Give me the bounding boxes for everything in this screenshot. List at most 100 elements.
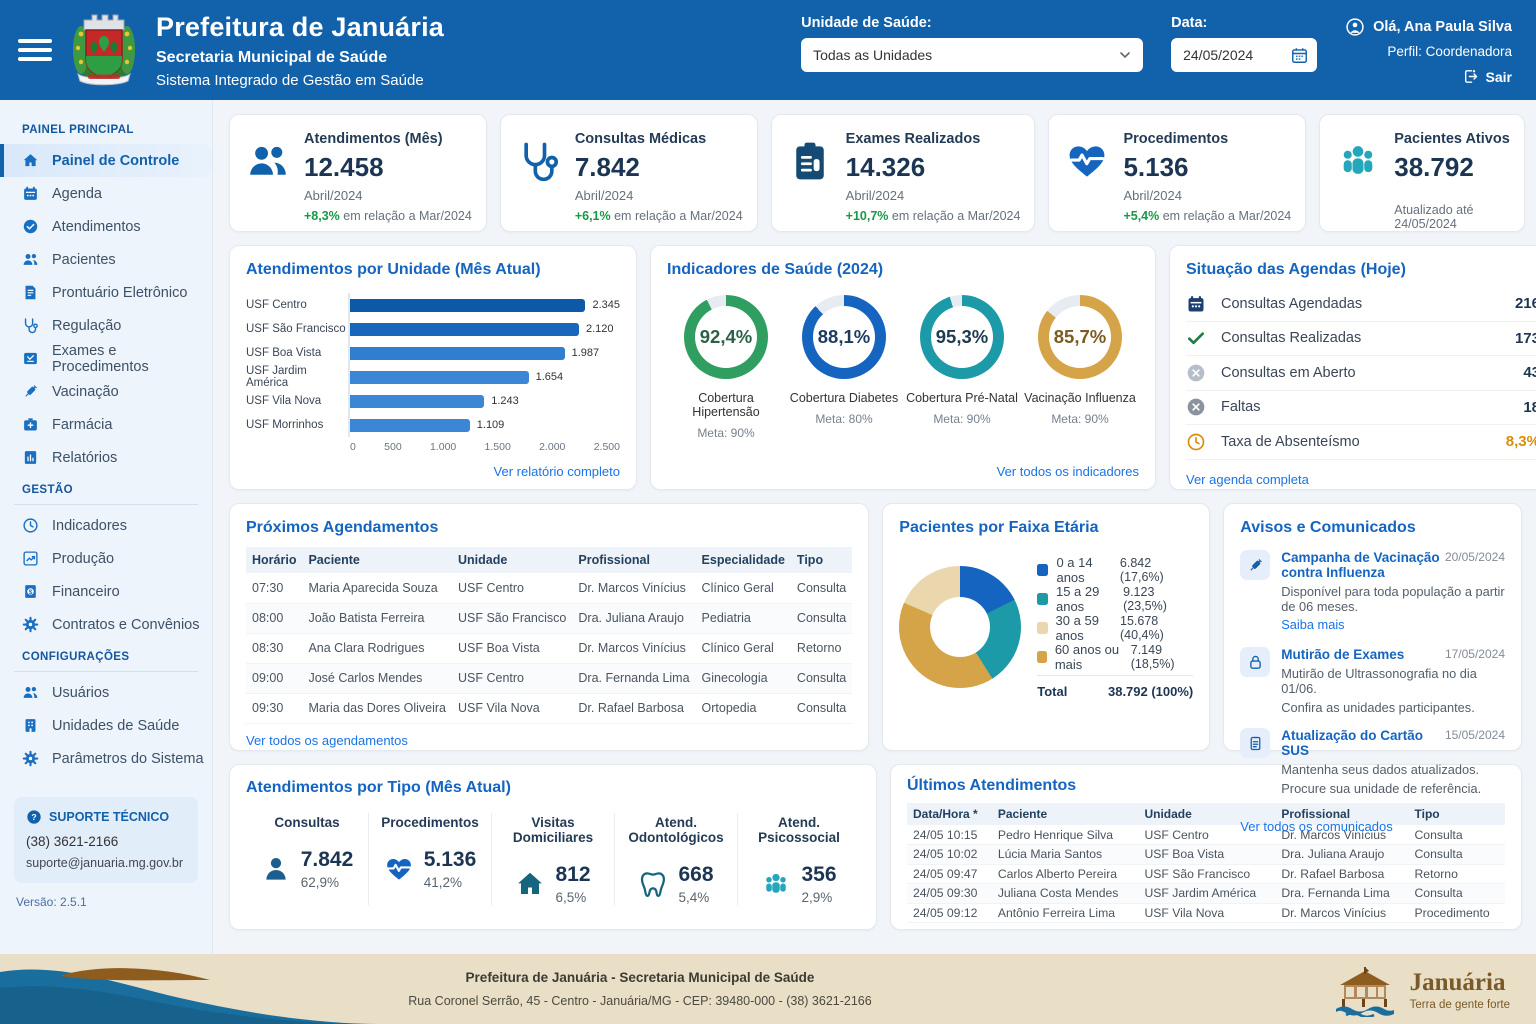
- sidebar: PAINEL PRINCIPAL Painel de Controle Agen…: [0, 100, 213, 954]
- circle-x-icon: [1186, 397, 1206, 417]
- sidebar-item-usuarios[interactable]: Usuários: [0, 676, 212, 709]
- table-row: 24/05 09:30 Juliana Costa Mendes USF Jardi…: [907, 883, 1505, 903]
- circle-check-icon: [22, 218, 39, 235]
- logout-icon: [1462, 68, 1479, 85]
- circle-x-icon: [1186, 363, 1206, 383]
- exam-icon: [22, 350, 39, 367]
- kpi-card-exames: Exames Realizados 14.326 Abril/2024 +10,…: [770, 114, 1036, 232]
- user-avatar-icon: [1345, 17, 1365, 37]
- people-icon: [246, 139, 290, 183]
- by-type-card: Atendimentos por Tipo (Mês Atual) Consul…: [229, 764, 877, 930]
- agenda-row-faltas: Faltas 18: [1186, 391, 1536, 425]
- clock-icon: [1186, 432, 1206, 452]
- footer-logo: Januária Terra de gente forte: [1332, 963, 1510, 1017]
- donut-gauge: 85,7%: [1038, 295, 1122, 379]
- building-icon: [22, 717, 39, 734]
- report-icon: [22, 449, 39, 466]
- age-chart-card: Pacientes por Faixa Etária 0 a 14 anos 6.…: [882, 503, 1211, 751]
- kpi-value: 7.842: [574, 152, 640, 182]
- sidebar-item-painel-de-controle[interactable]: Painel de Controle: [0, 144, 212, 177]
- bar: [350, 394, 485, 408]
- type-visitas: Visitas Domiciliares 812 6,5%: [491, 813, 614, 905]
- sidebar-item-exames-e-procedimentos[interactable]: Exames e Procedimentos: [0, 342, 212, 375]
- agenda-status-card: Situação das Agendas (Hoje) Consultas Ag…: [1169, 245, 1536, 490]
- tooth-icon: [638, 869, 668, 899]
- indicators-link[interactable]: Ver todos os indicadores: [996, 464, 1139, 479]
- sidebar-item-agenda[interactable]: Agenda: [0, 177, 212, 210]
- sidebar-item-producao[interactable]: Produção: [0, 542, 212, 575]
- people-group-icon: [1336, 139, 1380, 183]
- notice-item: Mutirão de Exames 17/05/2024 Mutirão de U…: [1240, 647, 1505, 715]
- support-email[interactable]: suporte@januaria.mg.gov.br: [26, 856, 183, 870]
- recent-table: Data/Hora * Paciente Unidade Profissional Ti…: [907, 803, 1505, 923]
- sidebar-item-atendimentos[interactable]: Atendimentos: [0, 210, 212, 243]
- type-odontologicos: Atend. Odontológicos 668 5,4%: [614, 813, 737, 905]
- stethoscope-icon: [22, 317, 39, 334]
- notices-link[interactable]: Ver todos os comunicados: [1240, 819, 1393, 834]
- table-row: 09:30 Maria das Dores Oliveira USF Vila No…: [246, 693, 853, 723]
- stethoscope-icon: [517, 139, 561, 183]
- heart-pulse-icon: [384, 854, 414, 884]
- sidebar-item-prontuario-eletronico[interactable]: Prontuário Eletrônico: [0, 276, 212, 309]
- logout-button[interactable]: Sair: [1345, 68, 1512, 85]
- indicators-title: Indicadores de Saúde (2024): [667, 261, 884, 278]
- sidebar-item-indicadores[interactable]: Indicadores: [0, 509, 212, 542]
- person-icon: [261, 854, 291, 884]
- sidebar-item-unidades-de-saude[interactable]: Unidades de Saúde: [0, 709, 212, 742]
- sidebar-item-parametros-do-sistema[interactable]: Parâmetros do Sistema: [0, 742, 212, 775]
- sidebar-item-contratos-e-convenios[interactable]: Contratos e Convênios: [0, 608, 212, 641]
- sidebar-item-vacinacao[interactable]: Vacinação: [0, 375, 212, 408]
- kpi-title: Exames Realizados: [845, 131, 981, 147]
- sidebar-item-pacientes[interactable]: Pacientes: [0, 243, 212, 276]
- saiba-mais-link[interactable]: Saiba mais: [1281, 617, 1345, 632]
- sidebar-section-gestao: GESTÃO: [14, 474, 198, 505]
- bar: [350, 370, 529, 384]
- legend-total: Total 38.792 (100%): [1037, 675, 1194, 699]
- date-input[interactable]: 24/05/2024: [1171, 38, 1318, 72]
- kpi-value: 12.458: [304, 152, 384, 182]
- logout-label: Sair: [1485, 68, 1512, 85]
- gear-icon: [22, 616, 39, 633]
- unit-select[interactable]: Todas as Unidades: [801, 38, 1144, 72]
- legend-item: 15 a 29 anos 9.123 (23,5%): [1037, 584, 1193, 614]
- sidebar-item-regulacao[interactable]: Regulação: [0, 309, 212, 342]
- kpi-value: 5.136: [1123, 152, 1189, 182]
- bar: [350, 322, 579, 336]
- support-phone: (38) 3621-2166: [26, 834, 119, 849]
- sidebar-item-farmacia[interactable]: Farmácia: [0, 408, 212, 441]
- bar-chart-title: Atendimentos por Unidade (Mês Atual): [246, 261, 541, 278]
- date-filter-label: Data:: [1171, 15, 1208, 31]
- app-header: Prefeitura de Januária Secretaria Munici…: [0, 0, 1536, 100]
- bar: [350, 418, 470, 432]
- city-crest-logo: [73, 14, 135, 86]
- kpi-period: Abril/2024: [304, 188, 363, 203]
- syringe-icon: [22, 383, 39, 400]
- date-input-value: 24/05/2024: [1183, 47, 1254, 63]
- legend-item: 0 a 14 anos 6.842 (17,6%): [1037, 555, 1193, 585]
- bar-chart-report-link[interactable]: Ver relatório completo: [493, 464, 620, 479]
- sidebar-section-painel-principal: PAINEL PRINCIPAL: [22, 124, 134, 136]
- agenda-row-realizadas: Consultas Realizadas 173: [1186, 322, 1536, 356]
- appointments-table: Horário Paciente Unidade Profissional Especi…: [246, 547, 853, 724]
- sidebar-item-relatorios[interactable]: Relatórios: [0, 441, 212, 474]
- user-block: Olá, Ana Paula Silva Perfil: Coordenador…: [1345, 15, 1512, 85]
- recent-card: Últimos Atendimentos Data/Hora * Paciente…: [890, 764, 1522, 930]
- unit-select-value: Todas as Unidades: [813, 47, 933, 63]
- trend-chart-icon: [22, 550, 39, 567]
- pharmacy-icon: [22, 416, 39, 433]
- lock-icon: [1247, 654, 1264, 671]
- id-card-icon: [1247, 735, 1264, 752]
- kpi-title: Consultas Médicas: [574, 131, 707, 147]
- by-type-title: Atendimentos por Tipo (Mês Atual): [246, 779, 511, 796]
- hamburger-menu-icon[interactable]: [18, 34, 52, 66]
- chevron-down-icon: [1117, 47, 1133, 63]
- appointments-link[interactable]: Ver todos os agendamentos: [246, 732, 408, 748]
- kpi-delta: +10,7% em relação a Mar/2024: [845, 209, 1021, 223]
- kpi-card-consultas: Consultas Médicas 7.842 Abril/2024 +6,1%…: [499, 114, 758, 232]
- table-row: 24/05 10:02 Lúcia Maria Santos USF Boa Vis…: [907, 844, 1505, 864]
- user-greeting: Olá, Ana Paula Silva: [1373, 19, 1512, 35]
- sidebar-item-financeiro[interactable]: Financeiro: [0, 575, 212, 608]
- agenda-link[interactable]: Ver agenda completa: [1186, 471, 1309, 487]
- footer-logo-tagline: Terra de gente forte: [1409, 999, 1510, 1011]
- footer-logo-title: Januária: [1409, 969, 1506, 996]
